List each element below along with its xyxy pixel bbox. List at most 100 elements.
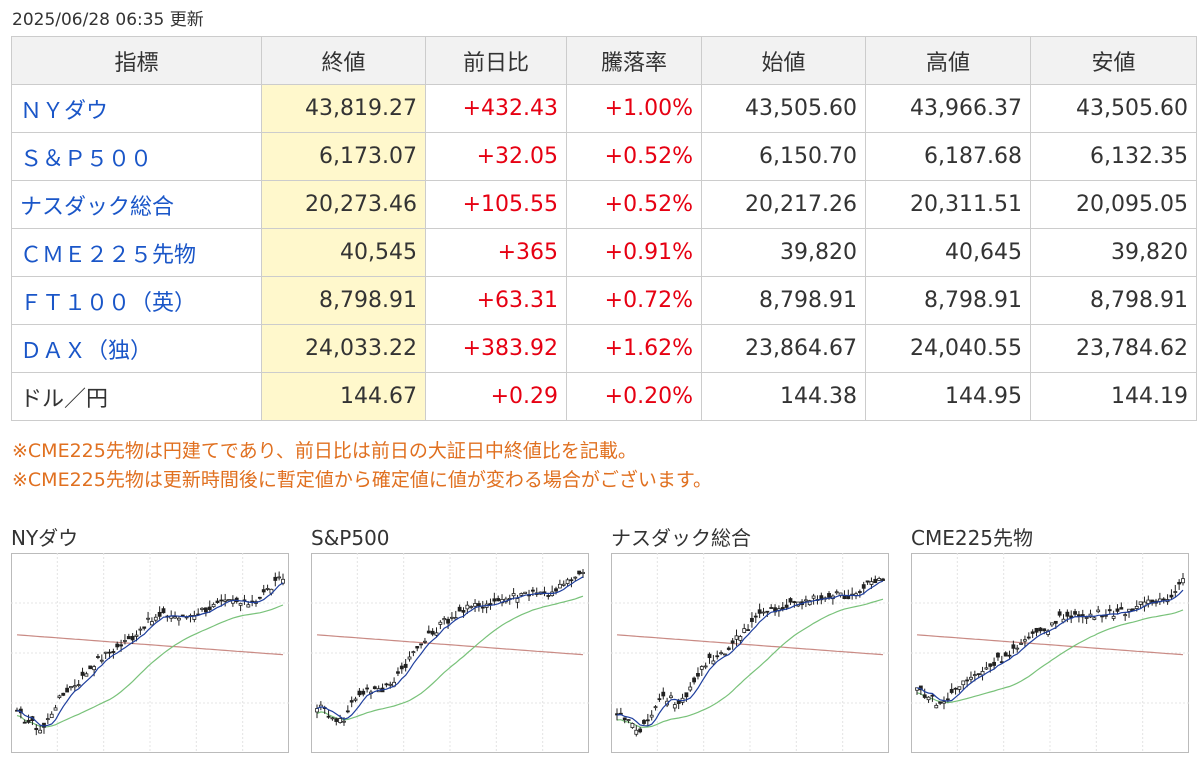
candle-body: [669, 695, 673, 699]
candle-body: [699, 666, 704, 670]
table-row: ＮＹダウ 43,819.27 +432.43 +1.00% 43,505.60 …: [11, 84, 1197, 133]
candle-body: [265, 588, 270, 590]
candle-body: [465, 604, 470, 610]
candle-body: [788, 598, 793, 603]
candle-body: [1169, 594, 1174, 598]
chart-card-sp500[interactable]: S&P500: [311, 523, 591, 753]
change-rate-value: +1.62%: [566, 324, 702, 373]
candle-body: [215, 600, 220, 603]
candle-body: [480, 606, 485, 609]
candle-body: [173, 616, 177, 619]
moving-average-long: [16, 634, 284, 656]
candle-body: [953, 687, 958, 690]
candle-body: [515, 598, 520, 603]
candle-body: [446, 618, 450, 624]
candle-body: [161, 608, 166, 614]
table-row: ＤＡＸ（独） 24,033.22 +383.92 +1.62% 23,864.6…: [11, 324, 1197, 373]
index-link-cme225[interactable]: ＣＭＥ２２５先物: [11, 228, 262, 277]
candle-body: [426, 630, 431, 634]
footnotes: ※CME225先物は円建てであり、前日比は前日の大証日中終値比を記載。 ※CME…: [12, 437, 712, 495]
candle-body: [115, 643, 120, 648]
candle-body: [1050, 622, 1054, 626]
moving-average-mid: [16, 604, 284, 728]
candle-body: [992, 661, 997, 666]
change-value: +63.31: [425, 276, 567, 325]
index-link-sp500[interactable]: Ｓ＆Ｐ５００: [11, 132, 262, 181]
candle-body: [123, 640, 127, 642]
candle-body: [22, 721, 27, 724]
candle-body: [96, 656, 100, 658]
candle-body: [111, 651, 116, 653]
index-link-nydow[interactable]: ＮＹダウ: [11, 84, 262, 133]
candle-body: [577, 570, 582, 575]
high-value: 20,311.51: [865, 180, 1031, 229]
candle-body: [342, 720, 346, 723]
close-value: 40,545: [261, 228, 426, 277]
candle-body: [207, 606, 212, 610]
candle-body: [1100, 615, 1104, 618]
candle-body: [69, 686, 73, 689]
table-row: ナスダック総合 20,273.46 +105.55 +0.52% 20,217.…: [11, 180, 1197, 229]
low-value: 144.19: [1030, 372, 1197, 421]
candle-body: [1042, 628, 1047, 632]
candle-body: [345, 710, 350, 713]
candle-body: [984, 667, 989, 670]
candle-body: [672, 704, 677, 709]
candle-body: [965, 679, 970, 682]
candle-body: [703, 665, 708, 668]
candle-body: [1073, 611, 1077, 615]
candle-body: [473, 603, 477, 607]
index-name-usdjpy: ドル／円: [11, 372, 262, 421]
chart-card-nydow[interactable]: NYダウ: [11, 523, 291, 753]
chart-card-nasdaq[interactable]: ナスダック総合: [611, 523, 891, 753]
candle-body: [865, 580, 870, 583]
candlestick-chart-cme225[interactable]: [911, 553, 1189, 753]
candle-body: [638, 728, 643, 733]
moving-average-short: [616, 580, 884, 727]
candle-body: [357, 690, 362, 696]
candlestick-chart-nasdaq[interactable]: [611, 553, 889, 753]
candle-body: [38, 729, 43, 734]
index-link-ft100[interactable]: ＦＴ１００（英）: [11, 276, 262, 325]
candle-body: [76, 684, 81, 687]
candle-body: [915, 687, 919, 691]
candle-body: [238, 602, 243, 606]
open-value: 39,820: [701, 228, 866, 277]
candle-body: [881, 578, 885, 581]
open-value: 6,150.70: [701, 132, 866, 181]
candle-body: [573, 576, 578, 579]
candle-body: [530, 589, 535, 592]
candlestick-chart-nydow[interactable]: [11, 553, 289, 753]
candle-body: [934, 704, 939, 709]
index-link-dax[interactable]: ＤＡＸ（独）: [11, 324, 262, 373]
candlestick-chart-sp500[interactable]: [311, 553, 589, 753]
candle-body: [211, 603, 216, 608]
candle-body: [353, 698, 358, 701]
index-link-nasdaq[interactable]: ナスダック総合: [11, 180, 262, 229]
candle-body: [372, 686, 377, 690]
candle-body: [807, 600, 812, 606]
chart-card-cme225[interactable]: CME225先物: [911, 523, 1191, 753]
footnote-cme-provisional: ※CME225先物は更新時間後に暫定値から確定値に値が変わる場合がございます。: [12, 469, 712, 491]
candle-body: [626, 719, 631, 721]
candle-body: [1030, 631, 1035, 634]
candle-body: [569, 579, 574, 582]
candle-body: [180, 614, 185, 617]
candle-body: [142, 626, 147, 629]
candle-body: [65, 687, 70, 693]
candle-body: [938, 701, 943, 704]
candle-body: [1107, 609, 1112, 612]
candle-body: [980, 670, 985, 676]
change-rate-value: +0.52%: [566, 132, 702, 181]
candle-body: [1053, 620, 1058, 624]
candle-body: [523, 591, 528, 594]
candle-body: [146, 617, 150, 620]
candle-body: [277, 576, 282, 579]
candle-body: [492, 598, 497, 602]
candle-body: [972, 674, 977, 676]
candle-body: [1096, 609, 1101, 613]
candle-body: [107, 651, 112, 654]
candle-body: [192, 615, 197, 620]
open-value: 8,798.91: [701, 276, 866, 325]
candle-body: [1115, 608, 1120, 612]
